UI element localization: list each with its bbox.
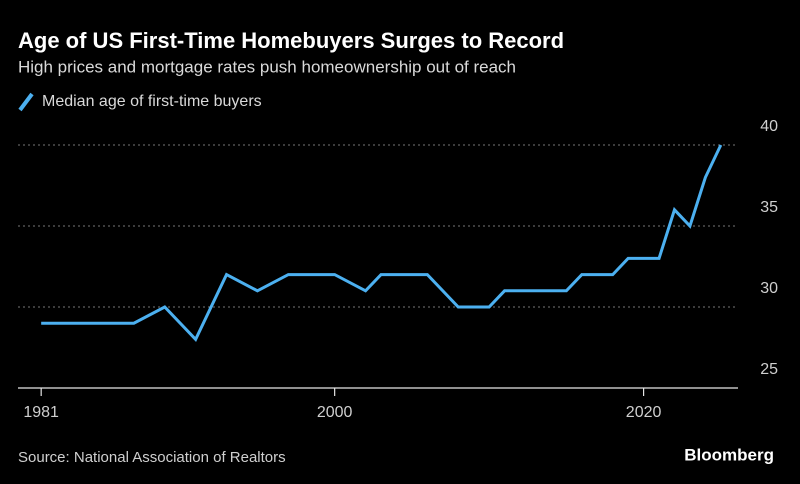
y-tick-label: 25 (760, 361, 778, 378)
y-tick-label: 30 (760, 280, 778, 297)
brand: Bloomberg (684, 445, 774, 464)
source: Source: National Association of Realtors (18, 449, 286, 466)
y-tick-label: 35 (760, 199, 778, 216)
y-tick-label: 40 (760, 118, 778, 135)
legend-label: Median age of first-time buyers (42, 93, 262, 110)
chart-title: Age of US First-Time Homebuyers Surges t… (18, 28, 564, 53)
chart-subtitle: High prices and mortgage rates push home… (18, 57, 516, 76)
legend-swatch (18, 92, 34, 112)
line-series (41, 144, 723, 343)
x-tick-label: 2000 (317, 404, 353, 421)
x-tick-label: 1981 (23, 404, 59, 421)
x-tick-label: 2020 (626, 404, 662, 421)
